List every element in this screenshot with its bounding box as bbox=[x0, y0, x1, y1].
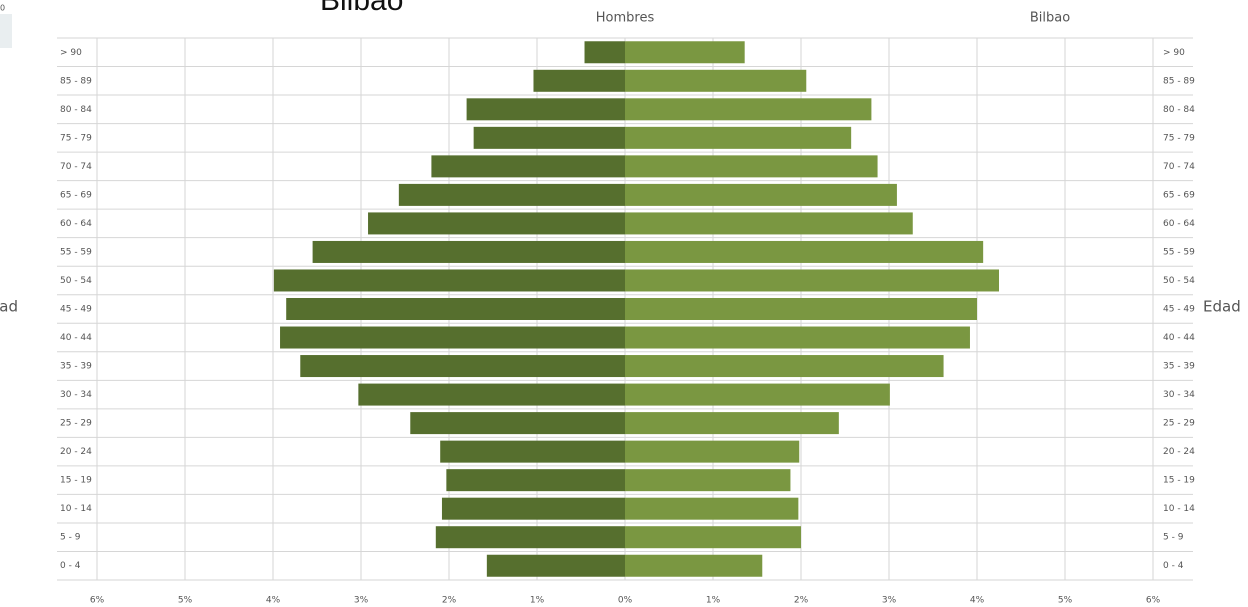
x-tick-label: 1% bbox=[706, 596, 721, 606]
x-tick-label: 1% bbox=[530, 596, 545, 606]
x-tick-label: 0% bbox=[618, 596, 633, 606]
y-tick-label-right: 15 - 19 bbox=[1163, 476, 1195, 486]
x-tick-label: 2% bbox=[794, 596, 809, 606]
bar bbox=[625, 526, 801, 549]
bar bbox=[486, 554, 625, 577]
bar bbox=[312, 240, 625, 263]
y-tick-label: 25 - 29 bbox=[60, 419, 92, 429]
bar bbox=[625, 155, 878, 178]
bar bbox=[625, 240, 984, 263]
x-tick-label: 6% bbox=[90, 596, 105, 606]
y-tick-label-right: 65 - 69 bbox=[1163, 190, 1195, 200]
y-tick-label: 75 - 79 bbox=[60, 133, 92, 143]
x-tick-label: 4% bbox=[970, 596, 985, 606]
x-tick-label: 5% bbox=[1058, 596, 1073, 606]
y-tick-label-right: 80 - 84 bbox=[1163, 105, 1195, 115]
corner-box bbox=[0, 14, 12, 48]
y-tick-label: 10 - 14 bbox=[60, 504, 92, 514]
x-tick-label: 3% bbox=[882, 596, 897, 606]
y-tick-label-right: 85 - 89 bbox=[1163, 76, 1195, 86]
y-axis-label-left: Edad bbox=[0, 298, 18, 316]
bar bbox=[584, 41, 625, 64]
bar bbox=[625, 126, 852, 149]
y-tick-label-right: 75 - 79 bbox=[1163, 133, 1195, 143]
y-tick-label: 40 - 44 bbox=[60, 333, 92, 343]
bar bbox=[358, 383, 625, 406]
bar bbox=[625, 355, 944, 378]
y-tick-label: 70 - 74 bbox=[60, 162, 92, 172]
y-tick-label: 45 - 49 bbox=[60, 305, 92, 315]
y-tick-label: 60 - 64 bbox=[60, 219, 92, 229]
y-tick-label-right: 10 - 14 bbox=[1163, 504, 1195, 514]
y-tick-label-right: 0 - 4 bbox=[1163, 561, 1184, 571]
y-tick-label-right: 45 - 49 bbox=[1163, 305, 1195, 315]
y-tick-label-right: 20 - 24 bbox=[1163, 447, 1195, 457]
bar bbox=[398, 183, 625, 206]
bar bbox=[440, 440, 625, 463]
right-title: Bilbao bbox=[1030, 11, 1070, 26]
bar bbox=[473, 126, 625, 149]
bar bbox=[300, 355, 625, 378]
bar bbox=[625, 383, 890, 406]
bar bbox=[466, 98, 625, 121]
y-tick-label-right: 50 - 54 bbox=[1163, 276, 1195, 286]
y-tick-label: 30 - 34 bbox=[60, 390, 92, 400]
y-tick-label-right: 35 - 39 bbox=[1163, 362, 1195, 372]
bar bbox=[625, 269, 999, 292]
y-tick-label: 80 - 84 bbox=[60, 105, 92, 115]
x-tick-label: 6% bbox=[1146, 596, 1161, 606]
y-tick-label: 5 - 9 bbox=[60, 533, 81, 543]
bar bbox=[625, 298, 977, 320]
subtitle: Hombres bbox=[596, 11, 655, 26]
bar bbox=[368, 212, 625, 235]
bar bbox=[625, 440, 800, 463]
bar bbox=[431, 155, 625, 178]
bar bbox=[625, 183, 897, 206]
y-tick-label: 0 - 4 bbox=[60, 561, 81, 571]
bar bbox=[625, 41, 745, 64]
chart-title: Bilbao bbox=[320, 0, 403, 17]
y-tick-label: 20 - 24 bbox=[60, 447, 92, 457]
bar bbox=[533, 69, 625, 92]
x-tick-label: 2% bbox=[442, 596, 457, 606]
y-tick-label-right: 5 - 9 bbox=[1163, 533, 1184, 543]
y-tick-label: 50 - 54 bbox=[60, 276, 92, 286]
y-tick-label-right: 70 - 74 bbox=[1163, 162, 1195, 172]
bar bbox=[625, 497, 799, 520]
bar bbox=[625, 69, 807, 92]
corner-label: 0 bbox=[0, 4, 5, 13]
x-tick-label: 5% bbox=[178, 596, 193, 606]
bar bbox=[273, 269, 625, 292]
bar bbox=[280, 326, 625, 349]
y-tick-label-right: 55 - 59 bbox=[1163, 247, 1195, 257]
y-tick-label: 35 - 39 bbox=[60, 362, 92, 372]
bar bbox=[441, 497, 625, 520]
bar bbox=[625, 212, 913, 235]
bar bbox=[625, 412, 839, 435]
bar bbox=[446, 469, 625, 492]
bar bbox=[625, 469, 791, 492]
bar bbox=[410, 412, 625, 435]
y-tick-label: 65 - 69 bbox=[60, 190, 92, 200]
bar bbox=[625, 554, 763, 577]
y-tick-label: 15 - 19 bbox=[60, 476, 92, 486]
y-tick-label: 85 - 89 bbox=[60, 76, 92, 86]
y-tick-label-right: > 90 bbox=[1163, 48, 1185, 58]
x-tick-label: 4% bbox=[266, 596, 281, 606]
y-axis-label-right: Edad bbox=[1203, 298, 1241, 316]
x-tick-label: 3% bbox=[354, 596, 369, 606]
bar bbox=[625, 98, 872, 121]
y-tick-label-right: 30 - 34 bbox=[1163, 390, 1195, 400]
bar bbox=[286, 298, 625, 320]
bar bbox=[625, 326, 970, 349]
y-tick-label: 55 - 59 bbox=[60, 247, 92, 257]
y-tick-label-right: 40 - 44 bbox=[1163, 333, 1195, 343]
bar bbox=[435, 526, 625, 549]
y-tick-label-right: 25 - 29 bbox=[1163, 419, 1195, 429]
y-tick-label: > 90 bbox=[60, 48, 82, 58]
y-tick-label-right: 60 - 64 bbox=[1163, 219, 1195, 229]
